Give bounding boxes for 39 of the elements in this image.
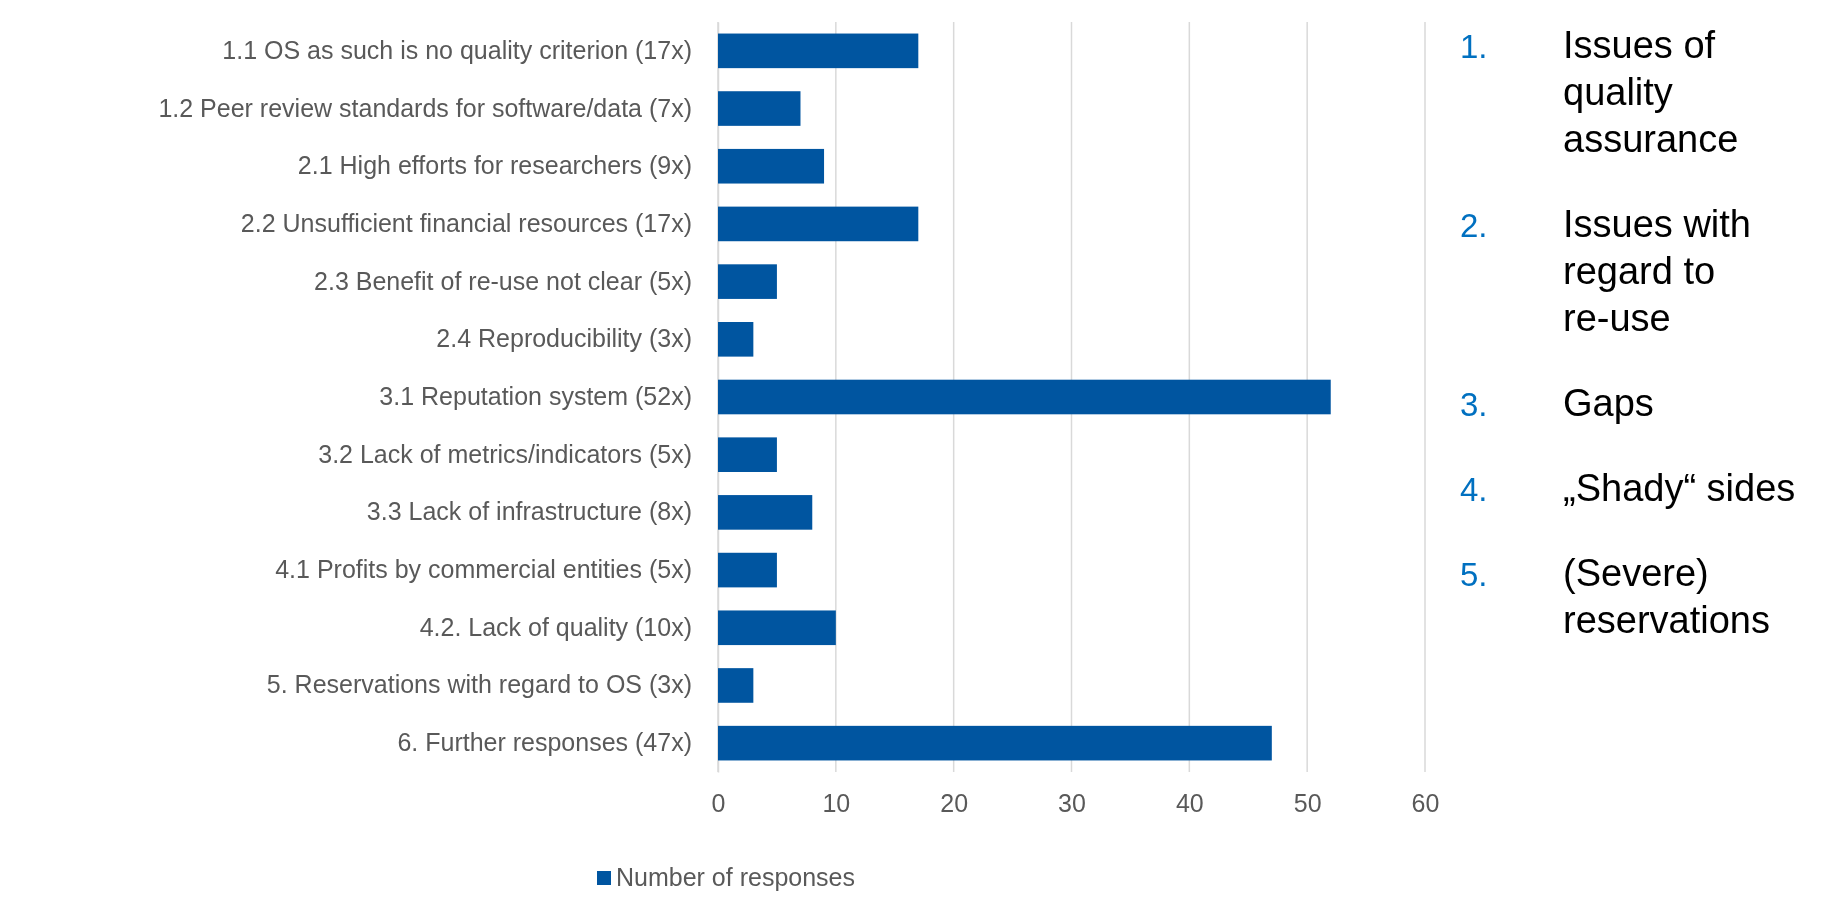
bar [718,264,777,299]
y-tick-label: 3.3 Lack of infrastructure (8x) [366,497,692,526]
y-tick-label: 5. Reservations with regard to OS (3x) [266,670,692,699]
bar [718,33,919,69]
x-tick-label: 0 [711,788,726,817]
bar [718,322,754,357]
y-tick-label: 2.1 High efforts for researchers (9x) [297,151,692,180]
bar [718,552,777,588]
text: 2. Issues with regard to re-use [1460,203,1751,339]
x-tick-label: 30 [1058,788,1086,817]
text: 3. Gaps [1460,382,1654,424]
bar [718,148,825,184]
bar [718,668,754,703]
bar [718,610,836,646]
x-tick-label: 50 [1293,788,1322,817]
y-tick-label: 1.1 OS as such is no quality criterion (17x) [222,35,692,64]
y-tick-label: 4.1 Profits by commercial entities (5x) [275,555,692,584]
bar [718,495,813,530]
y-tick-label: 2.2 Unsufficient financial resources (17x) [240,208,692,237]
y-tick-label: 2.4 Reproducibility (3x) [436,324,692,353]
bar [718,437,777,472]
bar [718,379,1331,415]
y-tick-label: 4.2. Lack of quality (10x) [419,612,692,641]
x-tick-label: 10 [822,788,851,817]
text: 1. Issues of quality assurance [1460,24,1739,160]
bar [718,91,801,126]
legend-label: Number of responses [616,863,856,891]
text: 4. „Shady“ sides [1460,467,1796,509]
x-tick-label: 60 [1411,788,1440,817]
x-tick-label: 20 [940,788,969,817]
bar [718,206,919,242]
y-tick-label: 6. Further responses (47x) [397,728,692,757]
y-tick-label: 2.3 Benefit of re-use not clear (5x) [314,266,692,295]
x-tick-label: 40 [1175,788,1204,817]
text: 5. (Severe) reservations [1460,552,1770,641]
bar [718,725,1272,761]
y-tick-label: 3.1 Reputation system (52x) [379,382,692,410]
y-tick-label: 3.2 Lack of metrics/indicators (5x) [318,439,692,468]
y-tick-label: 1.2 Peer review standards for software/data (7x) [158,93,692,122]
